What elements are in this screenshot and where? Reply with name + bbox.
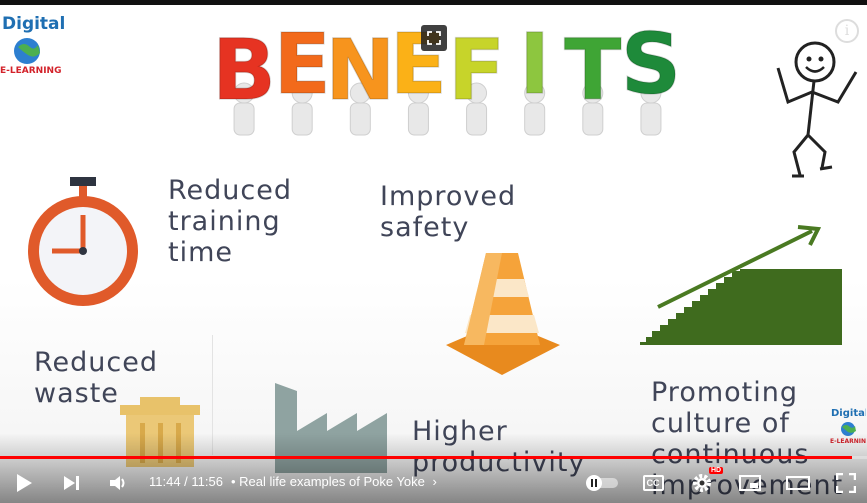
heading-letter-figure (640, 82, 662, 136)
heading-letter: T (564, 21, 621, 119)
theater-button[interactable] (784, 462, 812, 503)
stopwatch-icon (22, 177, 144, 312)
chapter-title-label: • Real life examples of Poke Yoke (231, 474, 425, 489)
heading-letter-figure (233, 82, 255, 136)
settings-icon (693, 473, 711, 492)
heading-letter: F (448, 21, 505, 119)
traffic-cone-icon (440, 245, 565, 380)
growth-stairs-icon (640, 219, 845, 349)
heading-letter: N (325, 21, 395, 119)
player-controls: 11:44 / 11:56 • Real life examples of Po… (0, 462, 867, 503)
heading-letter: E (390, 15, 447, 113)
heading-letter: B (215, 21, 276, 119)
improved-safety-text: Improved safety (380, 181, 517, 243)
settings-button[interactable] (688, 462, 716, 503)
svg-text:Digital: Digital (831, 408, 866, 419)
play-icon (17, 473, 32, 492)
slide-divider (212, 335, 213, 455)
progress-played (0, 456, 853, 459)
progress-bar[interactable] (0, 456, 867, 459)
miniplayer-icon (739, 474, 761, 491)
heading-letter-figure (407, 82, 429, 136)
hd-badge: HD (709, 467, 724, 474)
higher-productivity-text: Higher productivity (412, 416, 584, 478)
heading-letter-figure (349, 82, 371, 136)
stick-figure-illustration (770, 40, 865, 185)
volume-button[interactable] (104, 462, 132, 503)
chevron-right-icon: › (432, 474, 437, 489)
time-display: 11:44 / 11:56 (149, 474, 223, 489)
miniplayer-button[interactable] (736, 462, 764, 503)
heading-letter: E (273, 15, 330, 113)
promoting-culture-text: Promoting culture of continuous improvem… (651, 377, 842, 501)
next-icon (64, 475, 79, 490)
svg-text:E-LEARNING: E-LEARNING (830, 438, 866, 445)
digital-elearning-logo: Digital E-LEARNING (0, 11, 70, 79)
heading-letter-figure (466, 82, 488, 136)
reduced-waste-text: Reduced waste (34, 347, 159, 409)
svg-text:E-LEARNING: E-LEARNING (0, 66, 61, 76)
factory-icon (275, 383, 390, 473)
captions-button[interactable]: CC (640, 462, 666, 503)
next-button[interactable] (56, 462, 86, 503)
heading-letter-figure (291, 82, 313, 136)
play-button[interactable] (8, 462, 40, 503)
heading-letter: I (519, 15, 550, 113)
heading-letter-figure (582, 82, 604, 136)
fullscreen-button[interactable] (832, 462, 860, 503)
heading-letter: S (621, 15, 680, 113)
theater-icon (786, 475, 810, 490)
svg-text:Digital: Digital (2, 14, 65, 34)
info-icon[interactable]: i (835, 19, 859, 43)
exit-fullscreen-overlay-icon[interactable] (421, 25, 447, 51)
reduced-training-text: Reduced training time (168, 175, 293, 268)
volume-icon (110, 475, 125, 490)
heading-letter-figure (524, 82, 546, 136)
fullscreen-icon (836, 472, 856, 493)
captions-icon: CC (642, 474, 664, 491)
autoplay-toggle[interactable] (584, 462, 620, 503)
top-bar (0, 0, 867, 5)
chapter-title-link[interactable]: • Real life examples of Poke Yoke › (231, 474, 437, 489)
digital-elearning-watermark: Digital E-LEARNING (830, 405, 867, 445)
